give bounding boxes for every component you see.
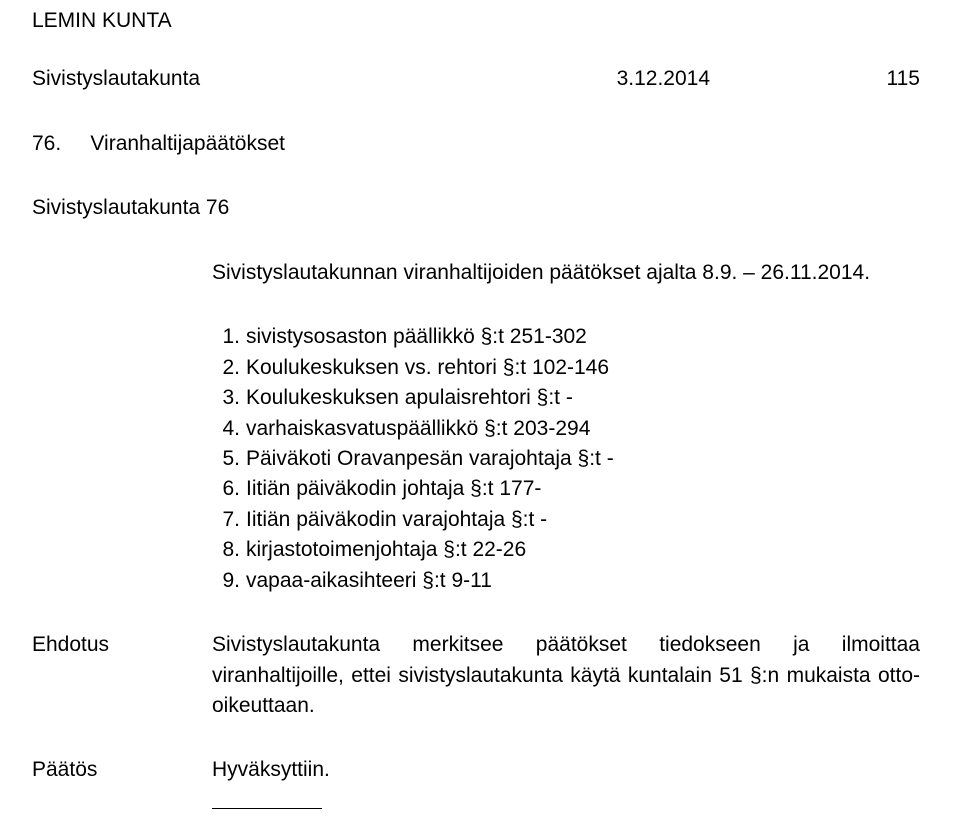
proposal-row: Ehdotus Sivistyslautakunta merkitsee pää… bbox=[32, 630, 920, 721]
separator-rule bbox=[212, 808, 322, 809]
item-number: 4. bbox=[212, 414, 240, 444]
item-list: 1. sivistysosaston päällikkö §:t 251-302… bbox=[212, 322, 920, 596]
agenda-title: 76. Viranhaltijapäätökset bbox=[32, 129, 920, 159]
item-text: varhaiskasvatuspäällikkö §:t 203-294 bbox=[246, 414, 590, 444]
list-item: 8. kirjastotoimenjohtaja §:t 22-26 bbox=[212, 535, 920, 565]
board-name: Sivistyslautakunta bbox=[32, 64, 200, 94]
item-text: Iitiän päiväkodin varajohtaja §:t - bbox=[246, 505, 547, 535]
proposal-label: Ehdotus bbox=[32, 630, 212, 721]
item-text: Iitiän päiväkodin johtaja §:t 177- bbox=[246, 474, 541, 504]
item-number: 3. bbox=[212, 383, 240, 413]
item-number: 2. bbox=[212, 353, 240, 383]
decision-row: Päätös Hyväksyttiin. bbox=[32, 755, 920, 785]
list-item: 1. sivistysosaston päällikkö §:t 251-302 bbox=[212, 322, 920, 352]
decision-text: Hyväksyttiin. bbox=[212, 755, 920, 785]
decision-label: Päätös bbox=[32, 755, 212, 785]
item-text: Koulukeskuksen apulaisrehtori §:t - bbox=[246, 383, 573, 413]
item-number: 8. bbox=[212, 535, 240, 565]
content-block: Sivistyslautakunnan viranhaltijoiden pää… bbox=[212, 258, 920, 596]
item-text: Koulukeskuksen vs. rehtori §:t 102-146 bbox=[246, 353, 609, 383]
item-number: 1. bbox=[212, 322, 240, 352]
header-row: Sivistyslautakunta 3.12.2014 115 bbox=[32, 64, 920, 94]
subtitle: Sivistyslautakunta 76 bbox=[32, 193, 920, 223]
item-number: 6. bbox=[212, 474, 240, 504]
list-item: 5. Päiväkoti Oravanpesän varajohtaja §:t… bbox=[212, 444, 920, 474]
item-text: kirjastotoimenjohtaja §:t 22-26 bbox=[246, 535, 526, 565]
document-page: LEMIN KUNTA Sivistyslautakunta 3.12.2014… bbox=[0, 0, 960, 829]
org-name: LEMIN KUNTA bbox=[32, 6, 920, 36]
proposal-text: Sivistyslautakunta merkitsee päätökset t… bbox=[212, 630, 920, 721]
meeting-date: 3.12.2014 bbox=[617, 64, 710, 94]
list-item: 7. Iitiän päiväkodin varajohtaja §:t - bbox=[212, 505, 920, 535]
item-text: vapaa-aikasihteeri §:t 9-11 bbox=[246, 566, 492, 596]
page-number: 115 bbox=[887, 64, 920, 94]
item-number: 5. bbox=[212, 444, 240, 474]
list-item: 2. Koulukeskuksen vs. rehtori §:t 102-14… bbox=[212, 353, 920, 383]
agenda-text: Viranhaltijapäätökset bbox=[90, 132, 285, 155]
intro-text: Sivistyslautakunnan viranhaltijoiden pää… bbox=[212, 258, 920, 288]
item-number: 7. bbox=[212, 505, 240, 535]
list-item: 6. Iitiän päiväkodin johtaja §:t 177- bbox=[212, 474, 920, 504]
item-text: sivistysosaston päällikkö §:t 251-302 bbox=[246, 322, 587, 352]
list-item: 3. Koulukeskuksen apulaisrehtori §:t - bbox=[212, 383, 920, 413]
item-number: 9. bbox=[212, 566, 240, 596]
agenda-number: 76. bbox=[32, 132, 61, 155]
item-text: Päiväkoti Oravanpesän varajohtaja §:t - bbox=[246, 444, 614, 474]
list-item: 4. varhaiskasvatuspäällikkö §:t 203-294 bbox=[212, 414, 920, 444]
list-item: 9. vapaa-aikasihteeri §:t 9-11 bbox=[212, 566, 920, 596]
